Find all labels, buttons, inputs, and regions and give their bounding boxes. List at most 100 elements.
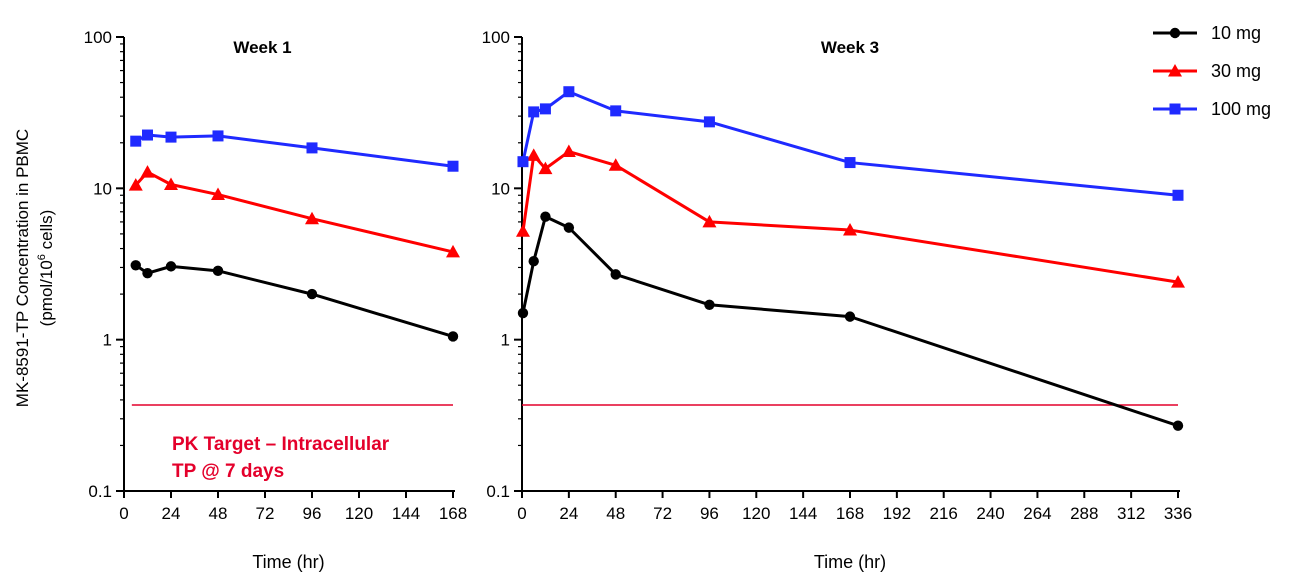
data-point <box>447 331 459 342</box>
x-tick-label: 0 <box>517 504 526 523</box>
legend-marker <box>1168 64 1182 77</box>
pk-target-annotation-line1: PK Target – Intracellular <box>172 434 390 455</box>
x-tick-label: 336 <box>1164 504 1192 523</box>
data-point <box>165 261 177 272</box>
y-tick-label: 1 <box>501 331 510 350</box>
data-point <box>563 222 575 233</box>
y-axis-title-line2-prefix: (pmol/10 <box>37 260 56 326</box>
x-axis-title: Time (hr) <box>252 552 324 572</box>
data-point <box>164 177 178 191</box>
data-point <box>130 135 142 147</box>
x-tick-label: 96 <box>303 504 322 523</box>
x-tick-label: 168 <box>836 504 864 523</box>
data-point <box>212 265 224 277</box>
data-point <box>140 165 155 178</box>
x-axis-title: Time (hr) <box>814 552 886 572</box>
data-point <box>610 269 621 280</box>
series-line <box>521 150 1179 284</box>
data-point <box>517 307 529 319</box>
data-point <box>538 161 553 175</box>
data-point <box>528 255 539 267</box>
series-10mg <box>130 260 459 342</box>
data-point <box>526 148 541 161</box>
data-point <box>540 211 551 222</box>
x-tick-label: 240 <box>976 504 1004 523</box>
data-point <box>1171 275 1185 288</box>
y-tick-label: 0.1 <box>88 482 112 501</box>
legend-marker <box>1169 103 1181 115</box>
data-point <box>539 103 551 115</box>
legend: 10 mg 30 mg 100 mg <box>1153 23 1271 119</box>
data-point <box>528 106 540 118</box>
x-tick-label: 144 <box>789 504 817 523</box>
y-axis-title-line2-sup: 6 <box>36 254 48 260</box>
data-point <box>1172 189 1184 201</box>
series-100mg <box>517 86 1184 201</box>
data-point <box>844 157 856 169</box>
x-tick-label: 48 <box>209 504 228 523</box>
week3-panel: 0.1 1 10 100 0 24 48 72 96 120 144 168 192 216 240 264 2… <box>482 28 1193 572</box>
x-tick-label: 96 <box>700 504 719 523</box>
legend-item: 10 mg <box>1153 23 1261 43</box>
x-tick-label: 72 <box>256 504 275 523</box>
y-tick-label: 100 <box>482 28 510 47</box>
series-10mg <box>517 211 1184 431</box>
series-30mg <box>128 165 460 258</box>
x-tick-label: 312 <box>1117 504 1145 523</box>
data-point <box>142 267 153 279</box>
data-point <box>702 214 717 228</box>
data-point <box>515 224 530 237</box>
x-tick-label: 168 <box>439 504 467 523</box>
data-point <box>305 211 319 225</box>
y-tick-label: 100 <box>84 28 112 47</box>
data-point <box>704 299 715 310</box>
legend-label: 100 mg <box>1211 99 1271 119</box>
data-point <box>165 131 177 143</box>
data-point <box>211 187 225 201</box>
legend-item: 30 mg <box>1153 61 1261 81</box>
data-point <box>447 160 459 172</box>
x-tick-label: 288 <box>1070 504 1098 523</box>
data-point <box>844 311 856 322</box>
pk-target-annotation-line2: TP @ 7 days <box>172 461 284 482</box>
x-tick-label: 264 <box>1023 504 1051 523</box>
data-point <box>130 260 141 271</box>
legend-label: 10 mg <box>1211 23 1261 43</box>
legend-item: 100 mg <box>1153 99 1271 119</box>
x-tick-label: 72 <box>653 504 672 523</box>
y-axis-title-line2: (pmol/106 cells) <box>36 210 56 327</box>
x-tick-label: 144 <box>392 504 420 523</box>
y-axis-title-line2-suffix: cells) <box>37 210 56 254</box>
x-tick-label: 120 <box>742 504 770 523</box>
data-point <box>843 223 857 236</box>
data-point <box>703 116 715 128</box>
y-tick-label: 10 <box>93 179 112 198</box>
x-tick-label: 120 <box>345 504 373 523</box>
data-point <box>563 86 575 98</box>
data-point <box>128 178 143 191</box>
x-tick-label: 216 <box>930 504 958 523</box>
series-100mg <box>130 129 459 172</box>
data-point <box>561 144 576 158</box>
panel-title: Week 1 <box>233 38 291 57</box>
y-tick-label: 0.1 <box>486 482 510 501</box>
y-axis-title-line1: MK-8591-TP Concentration in PBMC <box>13 129 32 407</box>
data-point <box>306 288 318 300</box>
data-point <box>1172 420 1184 431</box>
x-tick-label: 24 <box>559 504 578 523</box>
series-line <box>521 215 1179 428</box>
series-line <box>134 264 454 338</box>
data-point <box>306 142 318 154</box>
series-line <box>134 170 454 254</box>
series-line <box>135 133 454 168</box>
x-tick-label: 48 <box>606 504 625 523</box>
legend-marker <box>1169 27 1181 39</box>
series-line <box>521 90 1179 197</box>
data-point <box>610 105 622 117</box>
x-tick-label: 192 <box>883 504 911 523</box>
data-point <box>517 156 529 168</box>
legend-label: 30 mg <box>1211 61 1261 81</box>
week1-panel: 0.1 1 10 100 0 24 48 72 96 120 144 168 Time (hr) Week… <box>84 28 468 572</box>
panel-title: Week 3 <box>821 38 879 57</box>
